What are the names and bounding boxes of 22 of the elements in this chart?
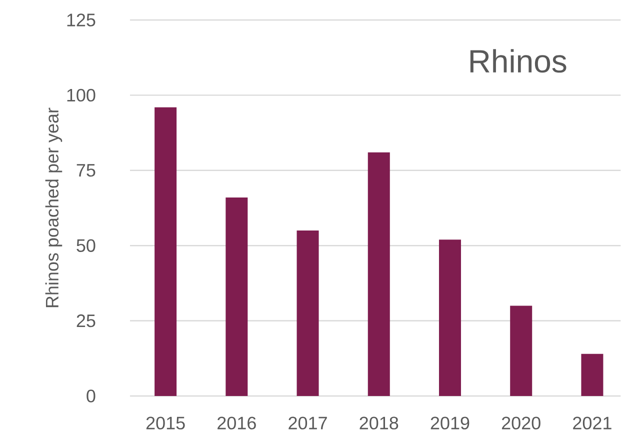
x-tick-label: 2016 [218,416,256,430]
text: Rhinos [470,49,566,73]
bar [581,354,604,396]
x-tick-label: 2015 [146,416,185,430]
bar [368,152,390,396]
y-tick-label: 25 [76,314,96,328]
bar [510,306,532,396]
bar [226,197,248,396]
x-tick-label: 2021 [573,416,612,430]
bar [296,230,319,396]
x-tick-label: 2018 [360,416,398,430]
bar [438,240,461,396]
x-tick-label: 2017 [288,416,327,430]
y-tick-label: 0 [86,390,96,402]
bar [154,107,177,396]
y-axis-title: Rhinos poached per year [45,108,62,308]
x-tick-label: 2019 [430,416,470,430]
y-tick-label: 125 [67,14,96,26]
x-tick-label: 2020 [502,416,540,430]
y-tick-label: 50 [76,239,96,252]
y-tick-label: 100 [67,88,96,102]
y-tick-label: 75 [76,164,96,177]
